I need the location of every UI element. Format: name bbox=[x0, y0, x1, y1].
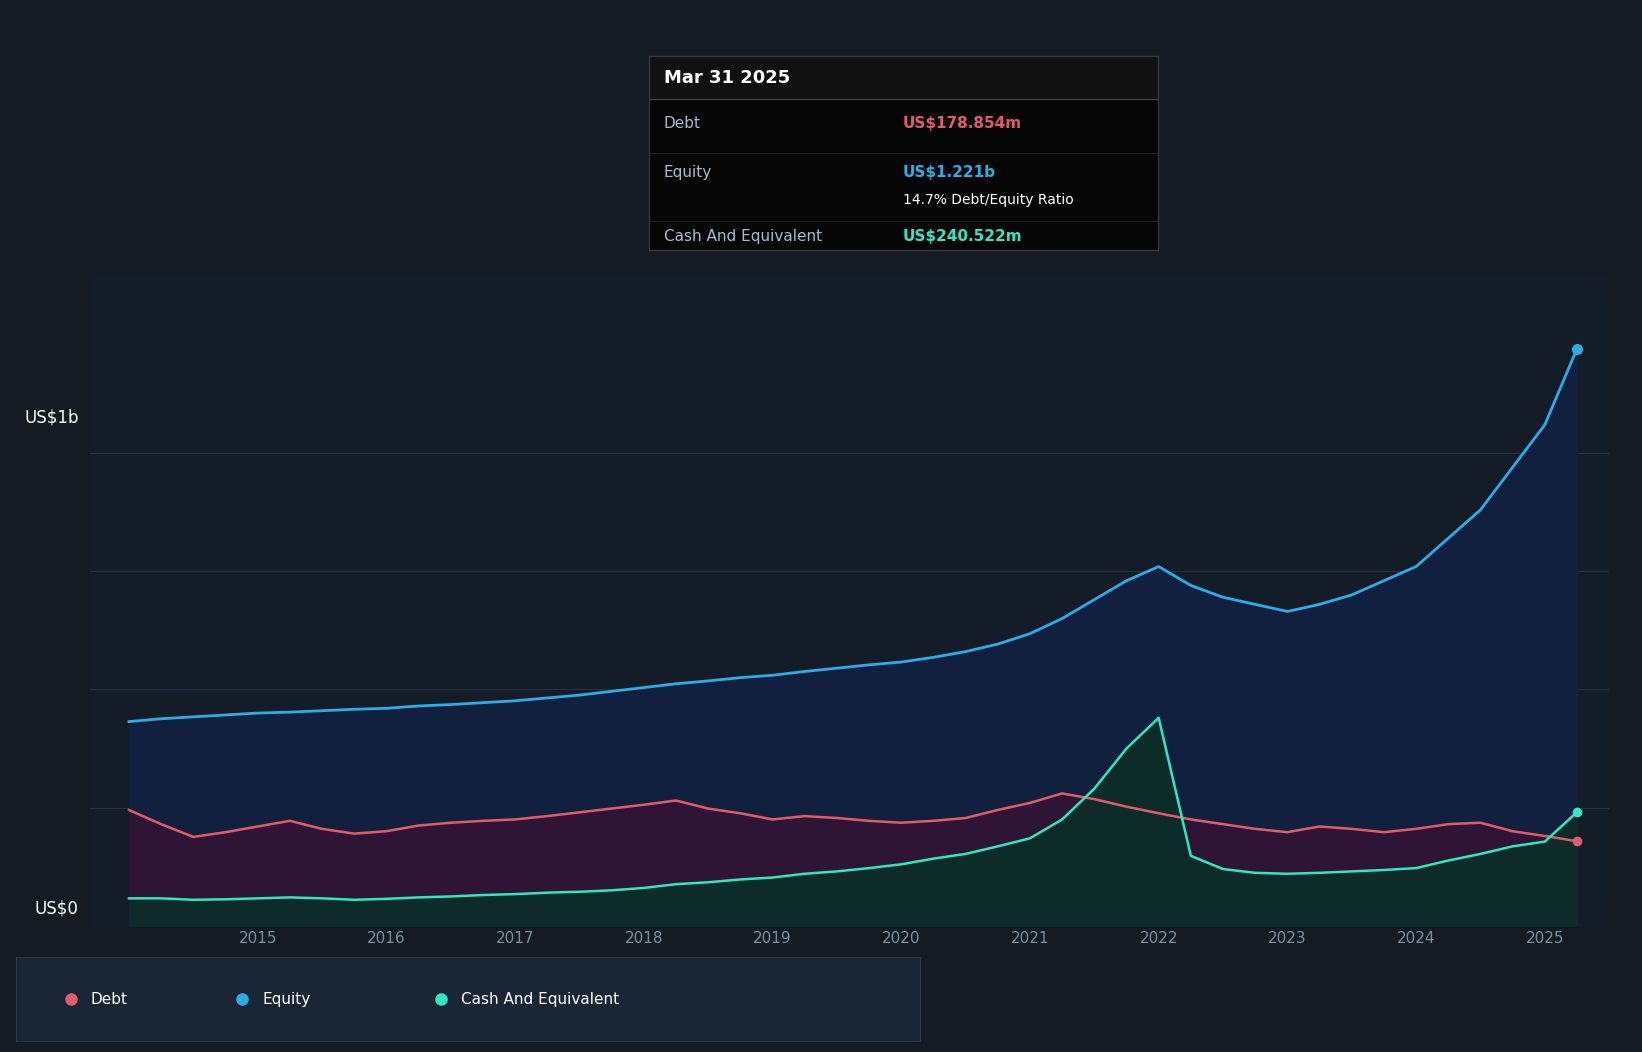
Text: Cash And Equivalent: Cash And Equivalent bbox=[663, 229, 823, 244]
Text: Cash And Equivalent: Cash And Equivalent bbox=[461, 992, 619, 1007]
Text: Mar 31 2025: Mar 31 2025 bbox=[663, 69, 790, 87]
Text: US$178.854m: US$178.854m bbox=[903, 117, 1023, 132]
Text: US$1b: US$1b bbox=[25, 409, 79, 427]
Text: Equity: Equity bbox=[263, 992, 310, 1007]
Text: US$240.522m: US$240.522m bbox=[903, 229, 1023, 244]
Text: 14.7% Debt/Equity Ratio: 14.7% Debt/Equity Ratio bbox=[903, 193, 1074, 207]
Text: US$1.221b: US$1.221b bbox=[903, 165, 997, 180]
Bar bbox=[649, 56, 1158, 99]
Text: US$0: US$0 bbox=[34, 899, 79, 917]
Text: Equity: Equity bbox=[663, 165, 713, 180]
Text: Debt: Debt bbox=[663, 117, 701, 132]
Text: Debt: Debt bbox=[90, 992, 128, 1007]
